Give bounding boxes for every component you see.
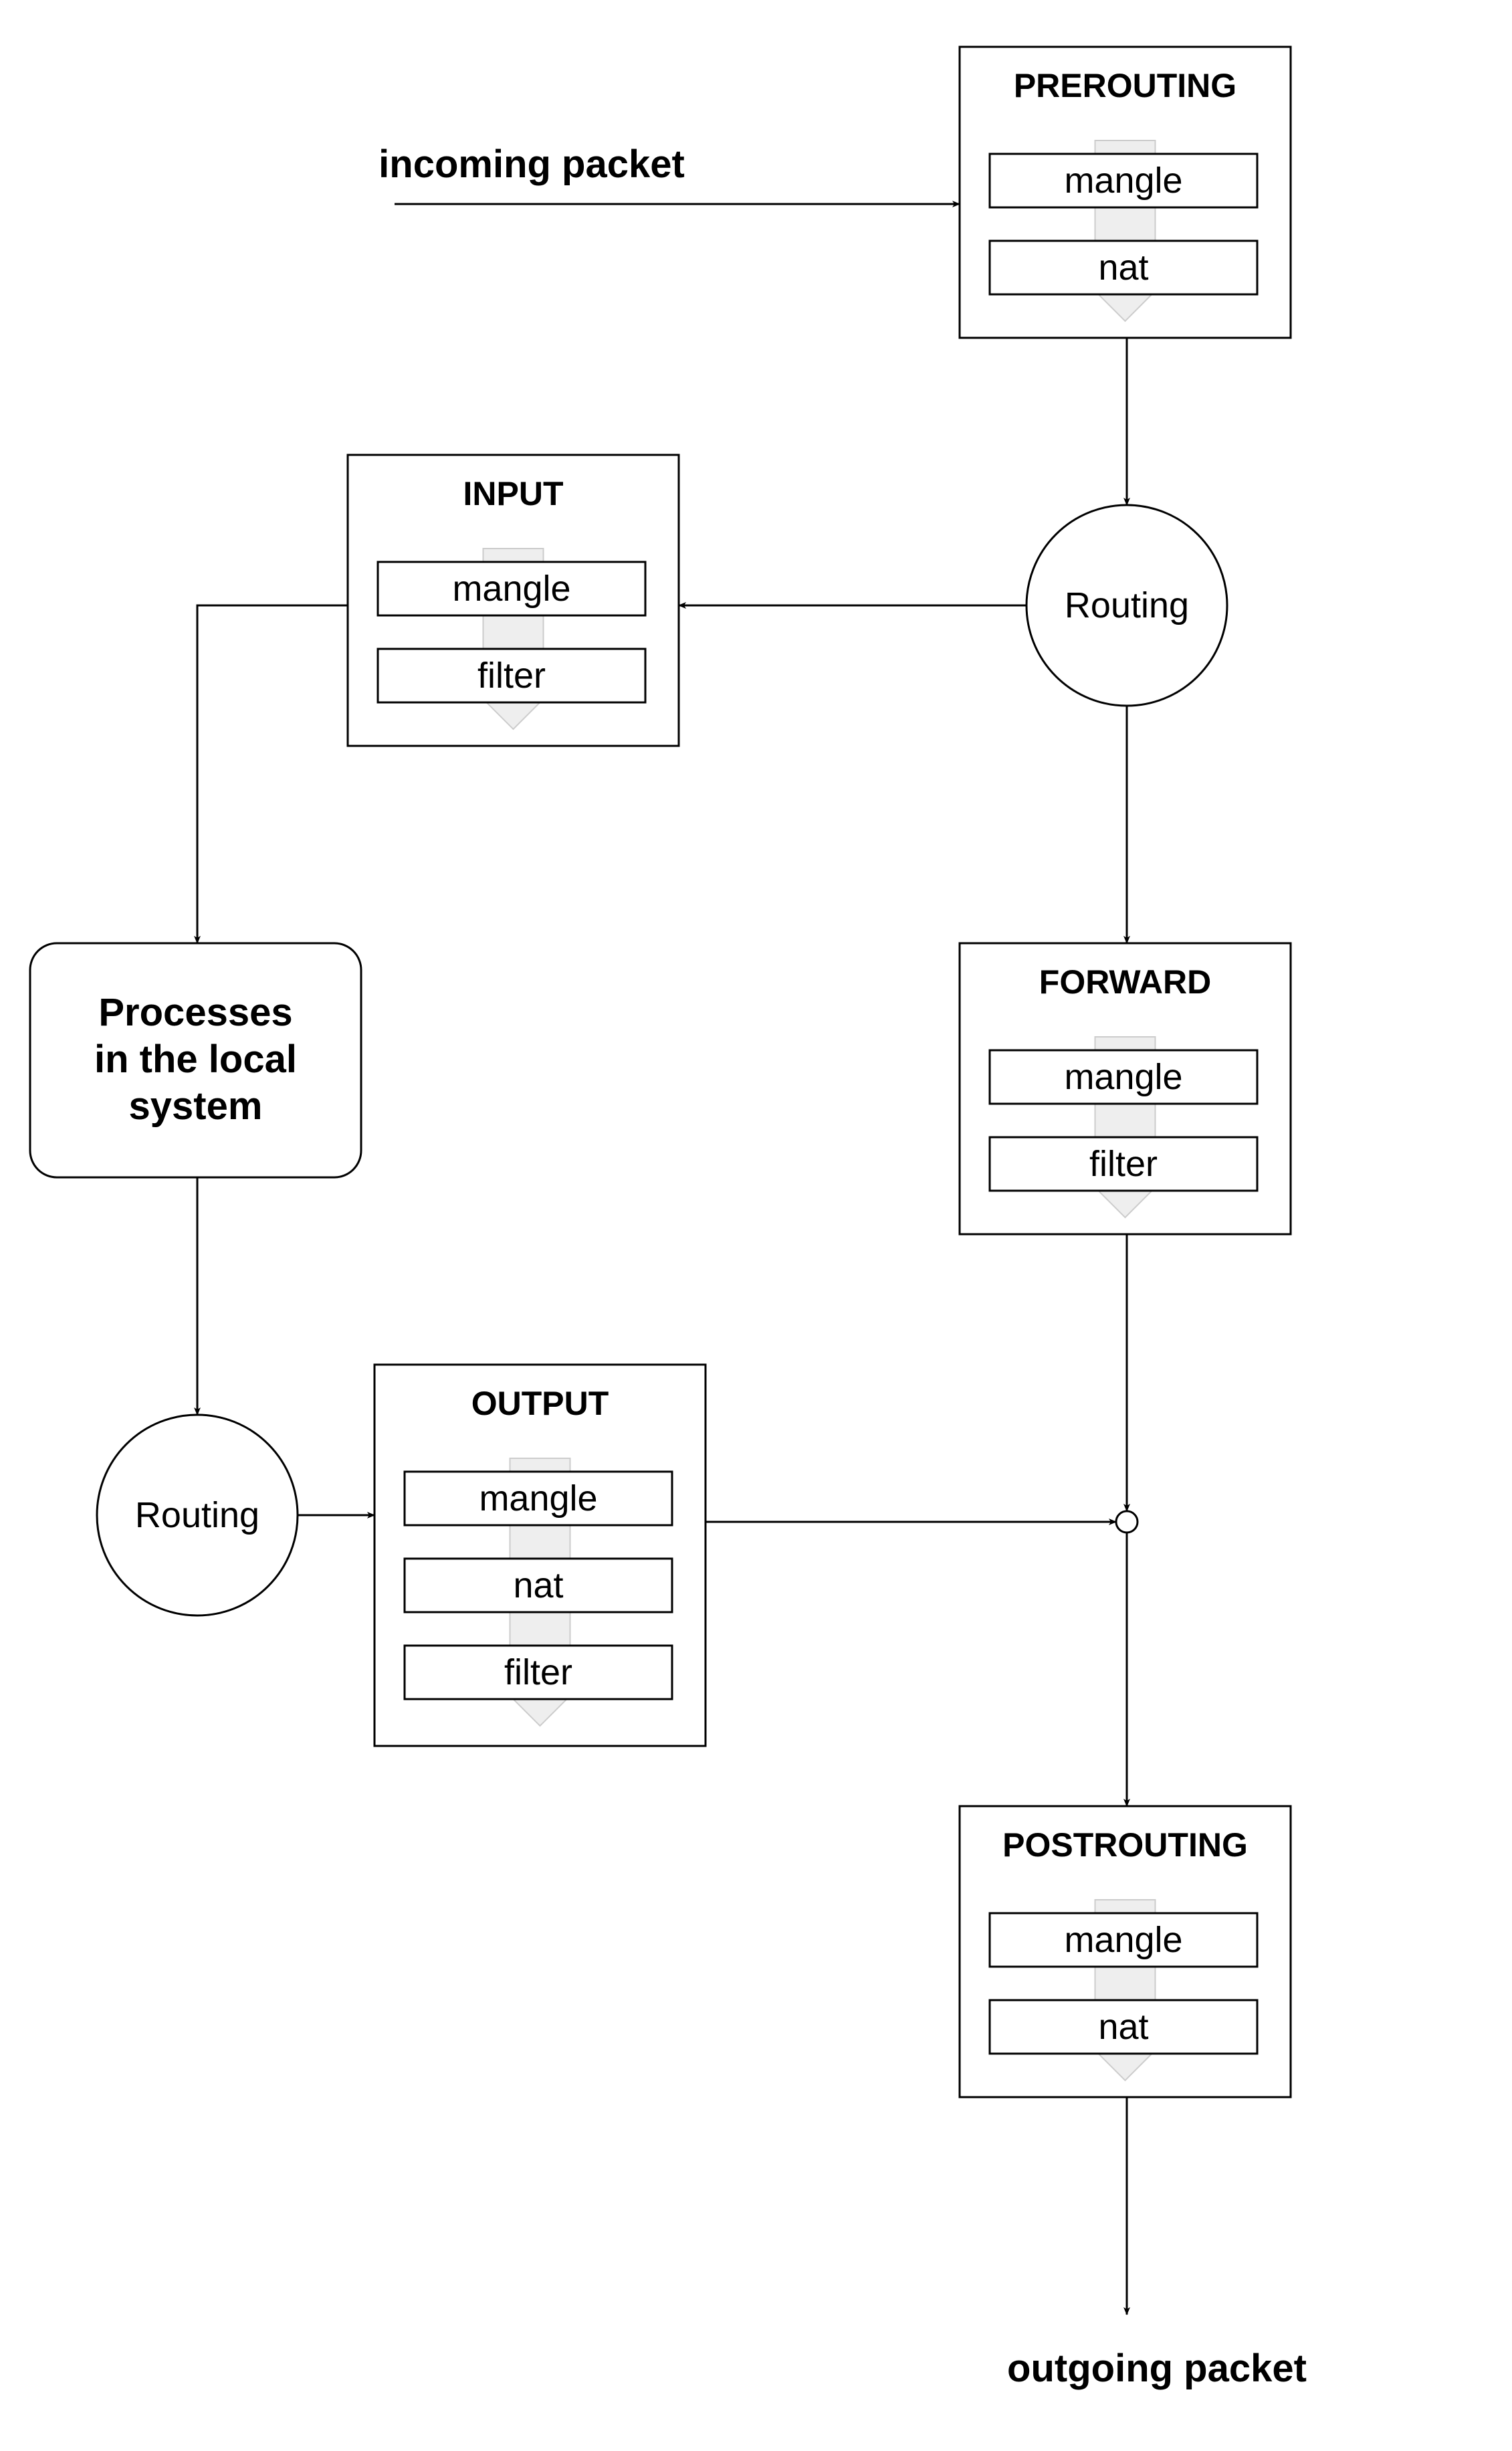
- chain-output: OUTPUT mangle nat filter: [374, 1365, 706, 1746]
- merge-point: [1116, 1511, 1138, 1533]
- routing-label: Routing: [1065, 585, 1189, 625]
- incoming-label: incoming packet: [379, 142, 685, 186]
- nodes-layer: incoming packet PREROUTING mangle nat Routin…: [30, 47, 1307, 2390]
- edge-input-processes: [197, 605, 348, 943]
- chain-prerouting: PREROUTING mangle nat: [960, 47, 1291, 338]
- routing-label: Routing: [135, 1495, 259, 1535]
- process-label: Processes: [98, 991, 292, 1034]
- table-label: nat: [1098, 248, 1148, 288]
- flowchart-canvas: incoming packet PREROUTING mangle nat Routin…: [0, 0, 1512, 2451]
- chain-forward: FORWARD mangle filter: [960, 943, 1291, 1234]
- table-label: filter: [477, 656, 546, 696]
- table-label: mangle: [1064, 1920, 1182, 1960]
- table-label: filter: [1089, 1144, 1158, 1184]
- process-label: system: [129, 1084, 263, 1128]
- table-label: nat: [513, 1565, 563, 1605]
- chain-postrouting: POSTROUTING mangle nat: [960, 1806, 1291, 2097]
- chain-title: POSTROUTING: [1002, 1826, 1248, 1864]
- process-label: in the local: [94, 1038, 297, 1081]
- table-label: mangle: [452, 569, 570, 609]
- table-label: mangle: [479, 1478, 597, 1518]
- chain-title: PREROUTING: [1014, 67, 1236, 104]
- routing-node: Routing: [1027, 505, 1227, 706]
- chain-title: OUTPUT: [471, 1385, 609, 1422]
- chain-input: INPUT mangle filter: [348, 455, 679, 746]
- outgoing-label: outgoing packet: [1007, 2347, 1307, 2390]
- chain-title: INPUT: [463, 475, 564, 512]
- table-label: filter: [504, 1652, 572, 1692]
- table-label: mangle: [1064, 161, 1182, 201]
- chain-title: FORWARD: [1039, 963, 1211, 1001]
- table-label: nat: [1098, 2007, 1148, 2047]
- process-box: Processesin the localsystem: [30, 943, 361, 1177]
- table-label: mangle: [1064, 1057, 1182, 1097]
- routing-node: Routing: [97, 1415, 298, 1615]
